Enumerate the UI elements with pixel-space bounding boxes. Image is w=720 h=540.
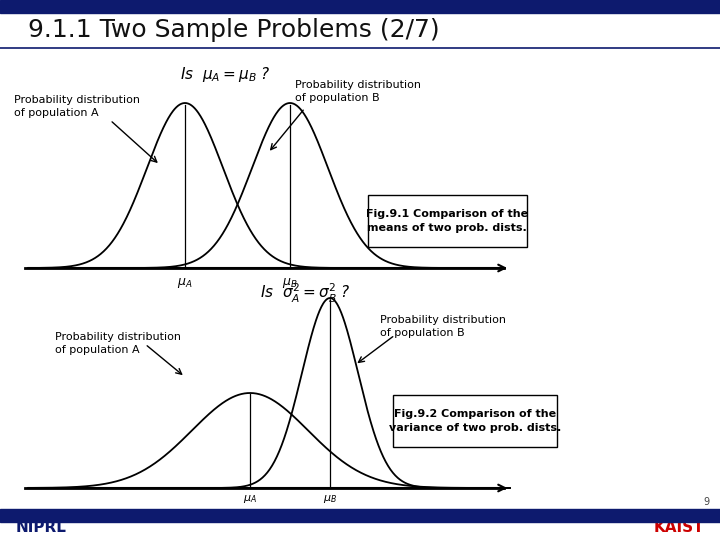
Text: Fig.9.1 Comparison of the
means of two prob. dists.: Fig.9.1 Comparison of the means of two p…: [366, 209, 528, 233]
Text: KAIST: KAIST: [653, 521, 704, 536]
Text: 9.1.1 Two Sample Problems (2/7): 9.1.1 Two Sample Problems (2/7): [28, 18, 440, 42]
FancyBboxPatch shape: [368, 195, 527, 247]
Text: $\mu_A$: $\mu_A$: [243, 493, 257, 505]
Text: $\mu_A$: $\mu_A$: [177, 276, 193, 290]
Text: NIPRL: NIPRL: [16, 521, 67, 536]
Text: Probability distribution
of population B: Probability distribution of population B: [380, 315, 506, 338]
Text: Is  $\mu_A = \mu_B$ ?: Is $\mu_A = \mu_B$ ?: [180, 65, 270, 84]
Text: 9: 9: [704, 497, 710, 507]
Bar: [0, 0, 720, 13]
Text: Fig.9.2 Comparison of the
variance of two prob. dists.: Fig.9.2 Comparison of the variance of tw…: [389, 409, 561, 433]
Bar: [0, 509, 720, 522]
Text: $\mu_B$: $\mu_B$: [323, 493, 337, 505]
Text: Probability distribution
of population A: Probability distribution of population A: [14, 95, 140, 118]
Text: Is  $\sigma_A^2 = \sigma_B^2$ ?: Is $\sigma_A^2 = \sigma_B^2$ ?: [260, 282, 351, 305]
Text: Probability distribution
of population B: Probability distribution of population B: [295, 80, 421, 103]
Text: Probability distribution
of population A: Probability distribution of population A: [55, 332, 181, 355]
FancyBboxPatch shape: [393, 395, 557, 447]
Text: $\mu_B$: $\mu_B$: [282, 276, 298, 290]
